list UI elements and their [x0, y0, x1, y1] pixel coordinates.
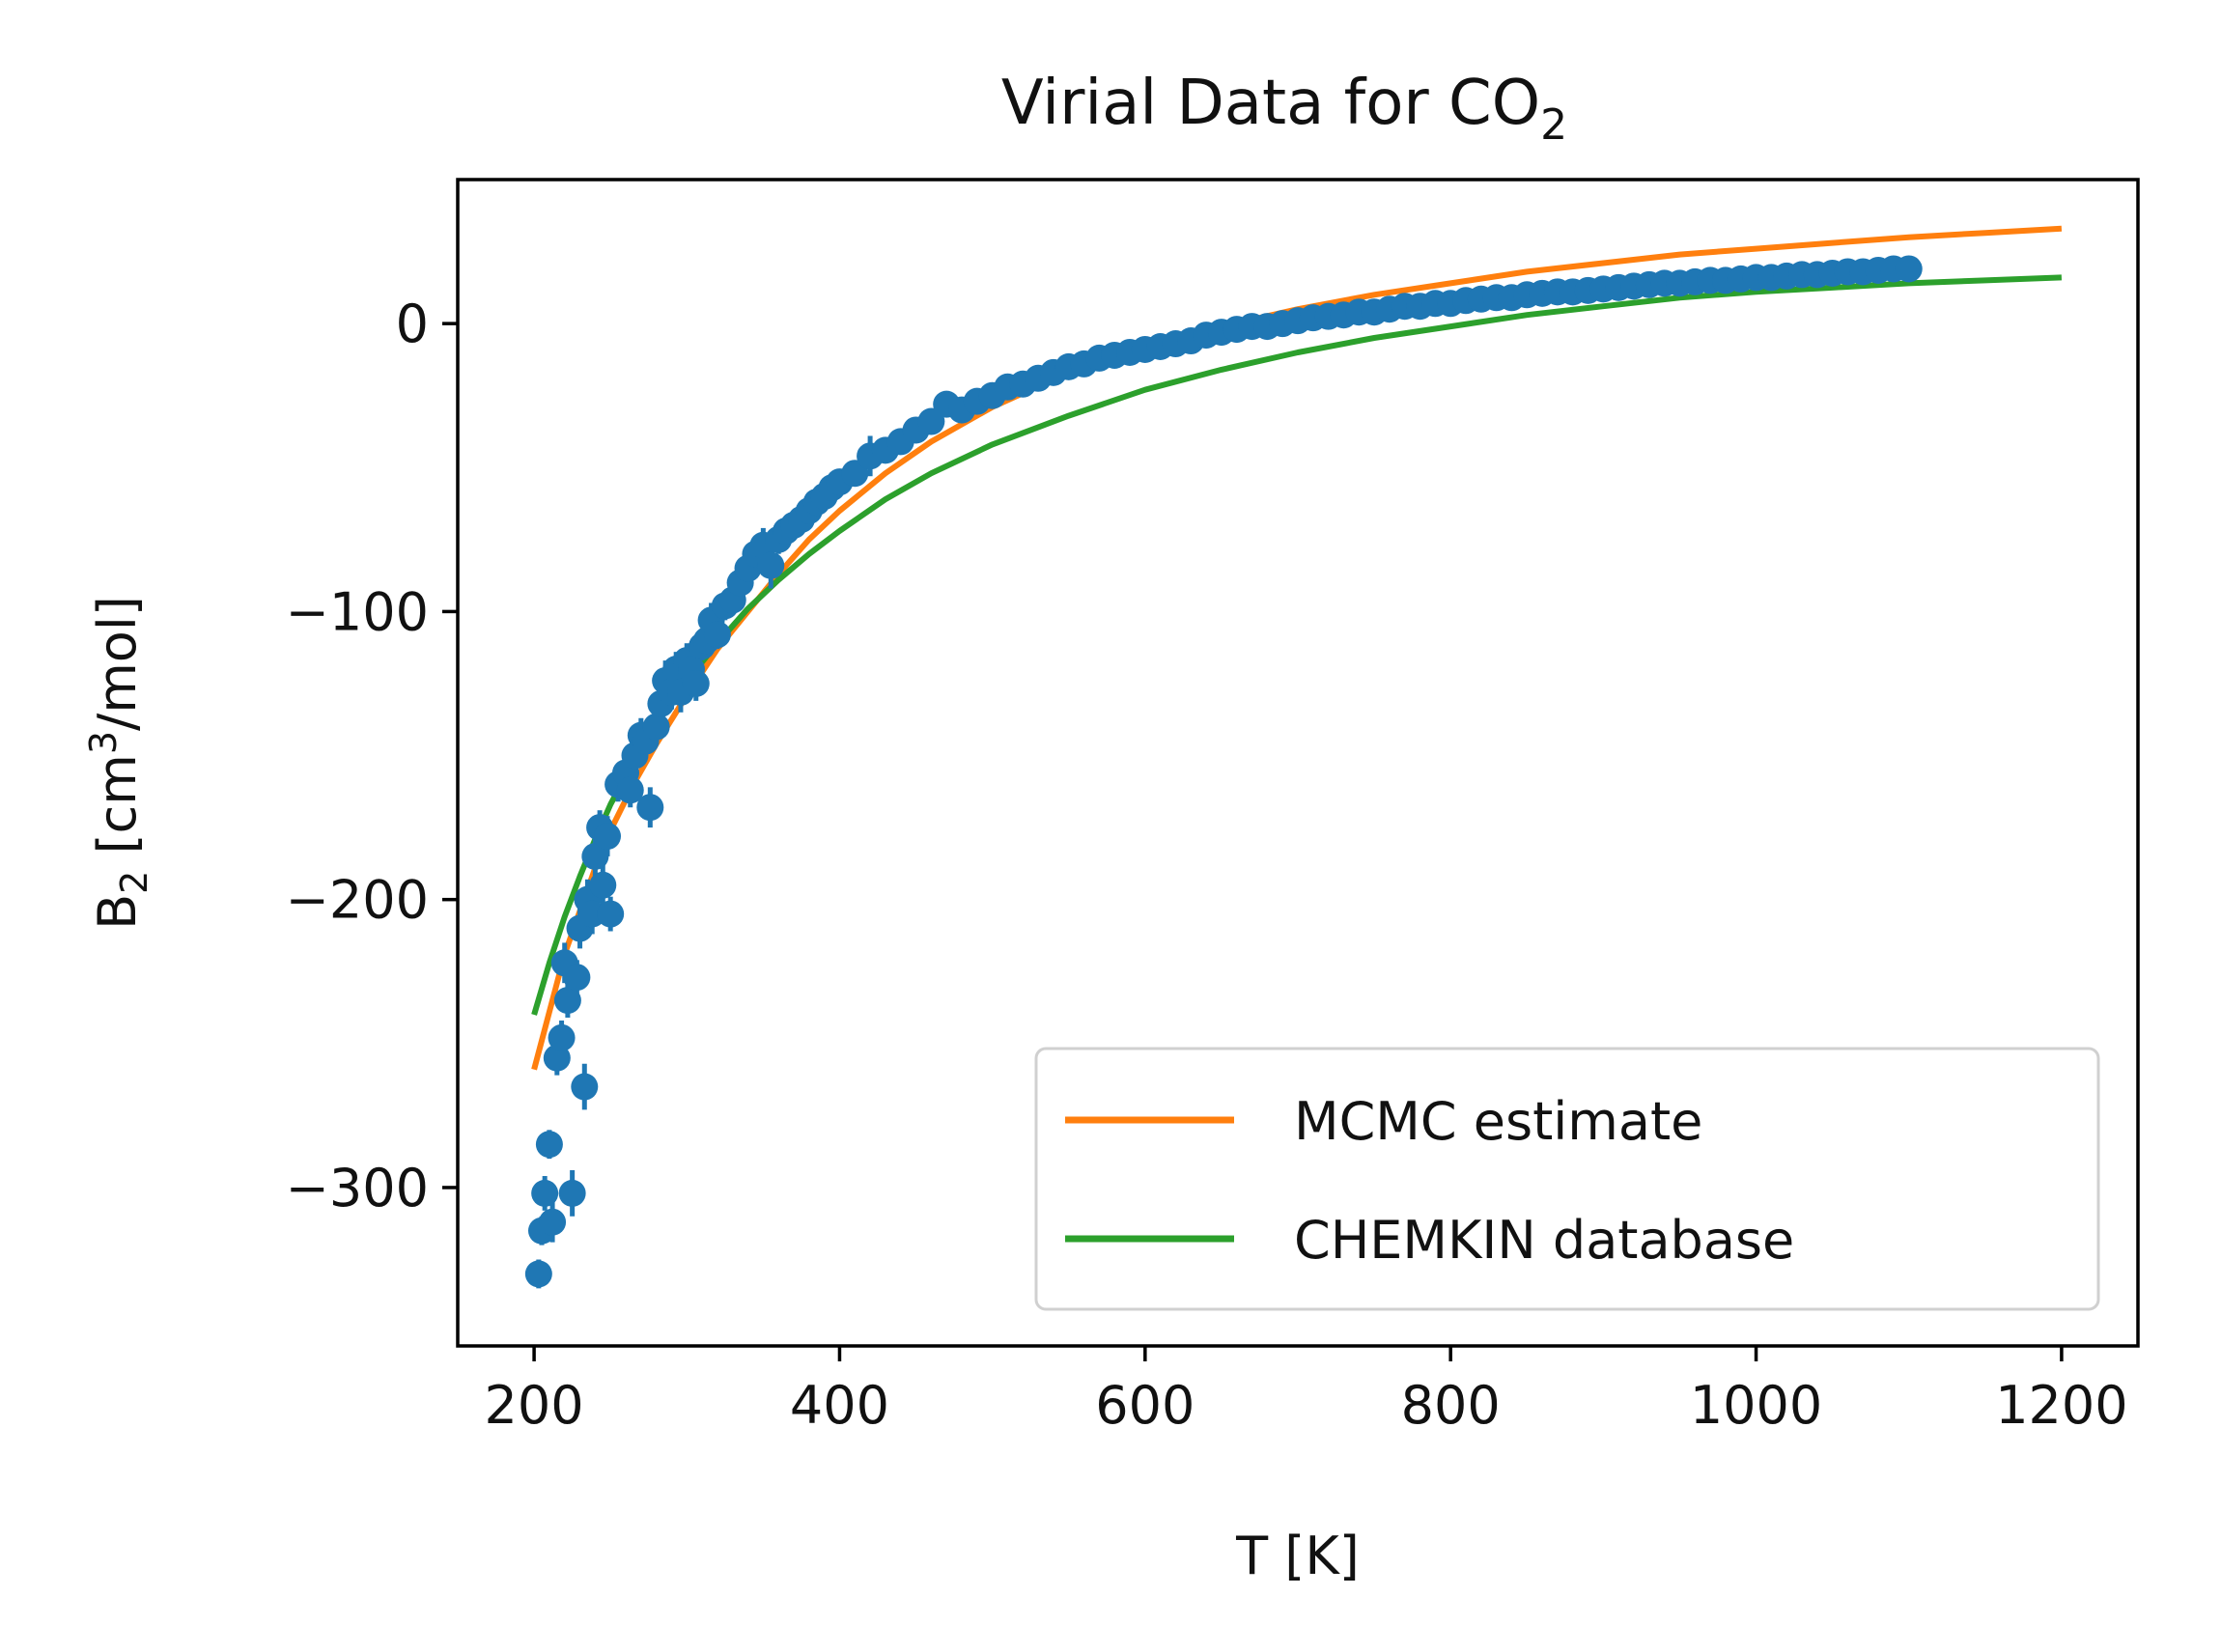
- data-point: [553, 987, 581, 1015]
- data-point: [558, 1179, 586, 1207]
- data-point: [543, 1044, 571, 1072]
- y-tick-label: 0: [396, 294, 429, 354]
- data-point: [682, 669, 710, 697]
- legend-box: [1034, 1047, 2100, 1311]
- data-point: [531, 1179, 559, 1207]
- plot-area: [524, 225, 2063, 1289]
- x-tick-label: 1000: [1690, 1375, 1822, 1436]
- data-point: [563, 964, 591, 992]
- y-tick-label: −100: [286, 581, 429, 642]
- y-axis-label: B2 [cm3/mol]: [82, 596, 155, 930]
- x-tick-label: 200: [485, 1375, 584, 1436]
- data-point: [841, 460, 869, 488]
- x-tick-label: 600: [1095, 1375, 1195, 1436]
- data-point: [616, 776, 644, 804]
- legend-label-chemkin: CHEMKIN database: [1294, 1210, 1794, 1271]
- data-point: [636, 794, 664, 822]
- data-point: [589, 871, 617, 899]
- legend-label-mcmc: MCMC estimate: [1294, 1091, 1702, 1152]
- series-line-1: [531, 274, 2063, 1016]
- data-point: [539, 1208, 567, 1236]
- data-point: [642, 713, 670, 741]
- x-axis-label: T [K]: [1235, 1526, 1360, 1586]
- data-point: [524, 1260, 552, 1288]
- data-point: [703, 621, 731, 649]
- x-tick-label: 800: [1401, 1375, 1501, 1436]
- data-point: [757, 551, 785, 579]
- legend: MCMC estimate CHEMKIN database: [1034, 1047, 2100, 1311]
- data-point: [1895, 255, 1923, 283]
- data-point: [571, 1073, 599, 1101]
- x-tick-label: 1200: [1995, 1375, 2127, 1436]
- plot-frame: [456, 178, 2140, 1348]
- data-point: [917, 407, 945, 435]
- data-point: [594, 823, 622, 851]
- data-point: [535, 1131, 563, 1159]
- x-axis: 200 400 600 800 1000 1200: [485, 1346, 2128, 1436]
- x-tick-label: 400: [790, 1375, 889, 1436]
- data-point: [548, 1023, 576, 1051]
- y-axis: 0 −100 −200 −300: [286, 294, 458, 1218]
- y-tick-label: −200: [286, 870, 429, 931]
- data-points: [524, 255, 1923, 1288]
- data-point: [597, 900, 625, 928]
- chart-title: Virial Data for CO2: [1001, 68, 1567, 150]
- data-point: [581, 842, 609, 870]
- y-tick-label: −300: [286, 1158, 429, 1218]
